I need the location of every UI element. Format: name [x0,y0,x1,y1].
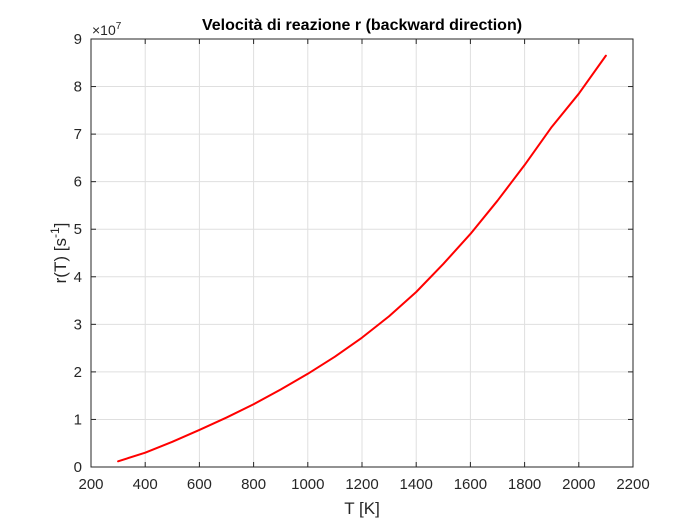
y-tick-label: 5 [74,221,82,238]
series-group [117,54,607,463]
y-multiplier: ×107 [92,21,122,38]
series-line [117,54,607,463]
x-tick-label: 1400 [400,476,433,493]
x-tick-label: 1800 [508,476,541,493]
y-tick-label: 2 [74,364,82,381]
x-tick-label: 200 [78,476,103,493]
y-tick-label: 9 [74,31,82,48]
y-tick-label: 0 [74,459,82,476]
ticks-group [90,38,634,468]
y-tick-label: 8 [74,79,82,96]
y-tick-label: 7 [74,126,82,143]
x-tick-label: 600 [187,476,212,493]
y-axis-label: r(T) [s-1] [48,223,70,284]
x-tick-label: 1200 [345,476,378,493]
x-tick-label: 400 [133,476,158,493]
x-tick-label: 2200 [616,476,649,493]
y-tick-label: 4 [74,269,82,286]
x-tick-labels: 200 400 600 800 1000 1200 1400 1600 1800 2000 2200 [78,476,649,493]
x-tick-label: 1000 [291,476,324,493]
x-tick-label: 800 [241,476,266,493]
y-tick-label: 6 [74,174,82,191]
y-tick-label: 3 [74,316,82,333]
chart-title: Velocità di reazione r (backward directi… [202,17,522,34]
y-tick-labels: 0 1 2 3 4 5 6 7 8 9 [74,31,82,476]
x-tick-label: 2000 [562,476,595,493]
x-axis-label: T [K] [344,499,380,518]
y-tick-label: 1 [74,411,82,428]
x-tick-label: 1600 [454,476,487,493]
